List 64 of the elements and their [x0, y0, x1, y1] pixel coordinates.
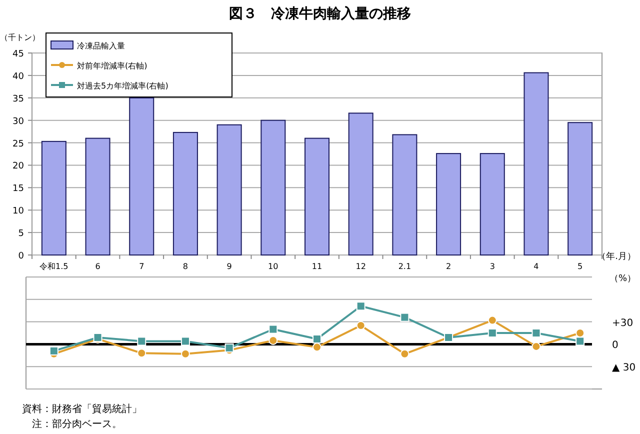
x-tick-label: 6: [95, 262, 100, 271]
legend-label: 冷凍品輸入量: [77, 42, 125, 50]
point: [576, 336, 585, 346]
y-axis-title: （千トン）: [0, 33, 40, 42]
point: [49, 346, 58, 356]
bar: [568, 122, 593, 256]
point: [400, 349, 410, 358]
bar: [304, 138, 330, 256]
x-axis-title: （年.月）: [597, 251, 636, 262]
x-tick-label: 2.1: [398, 262, 412, 271]
point: [268, 324, 278, 334]
y-tick-label: 35: [12, 94, 24, 104]
y-tick-label: 20: [12, 162, 24, 172]
text: 注：部分肉ベース。: [22, 418, 122, 430]
x-tick-label: 2: [446, 262, 452, 271]
y-tick-label: +30: [612, 318, 634, 329]
point: [180, 336, 190, 346]
y-tick-label: 5: [18, 229, 24, 240]
x-tick-label: 令和1.5: [40, 262, 68, 271]
x-tick-label: 9: [226, 262, 232, 271]
point: [400, 312, 410, 322]
x-tick-label: 7: [139, 262, 144, 271]
bar: [85, 138, 110, 256]
legend-label: 対前年増減率(右軸): [77, 62, 148, 70]
x-tick-label: 12: [356, 262, 366, 271]
bar: [260, 120, 286, 256]
text: 資料：財務省「貿易統計」: [22, 403, 142, 415]
bar: [348, 112, 374, 256]
x-tick-label: 10: [268, 262, 278, 271]
y-tick-label: 0: [612, 340, 618, 352]
point: [137, 336, 146, 346]
point: [137, 348, 146, 358]
point: [180, 349, 190, 358]
bar: [524, 72, 549, 256]
point: [532, 328, 541, 338]
y-tick-label: 0: [18, 252, 24, 262]
point: [488, 328, 497, 338]
x-tick-label: 3: [490, 262, 495, 271]
x-tick-label: 4: [534, 262, 539, 271]
y-tick-label: 45: [12, 50, 24, 60]
y-tick-label: 25: [12, 139, 24, 150]
y-axis-title: （%）: [609, 274, 636, 284]
y-tick-label: 40: [12, 72, 24, 82]
bar: [216, 124, 242, 256]
x-tick-label: 8: [182, 262, 188, 271]
point: [488, 316, 497, 325]
point: [356, 302, 366, 311]
y-tick-label: 15: [12, 184, 24, 194]
y-tick-label: 30: [12, 116, 24, 127]
point: [312, 342, 322, 352]
bar: [41, 140, 66, 256]
y-tick-label: 10: [12, 206, 24, 217]
bar: [436, 153, 462, 256]
bar: [392, 134, 418, 256]
x-tick-label: 11: [312, 262, 322, 271]
bar: [129, 97, 154, 256]
y-tick-label: ▲ 30: [612, 362, 636, 374]
legend-label: 対過去5カ年増減率(右軸): [77, 82, 168, 90]
bar: [172, 132, 198, 256]
chart-title: 図３ 冷凍牛肉輸入量の推移: [229, 6, 411, 22]
bar: [480, 153, 505, 256]
x-tick-label: 5: [578, 262, 583, 271]
point: [312, 334, 322, 344]
point: [576, 328, 585, 338]
